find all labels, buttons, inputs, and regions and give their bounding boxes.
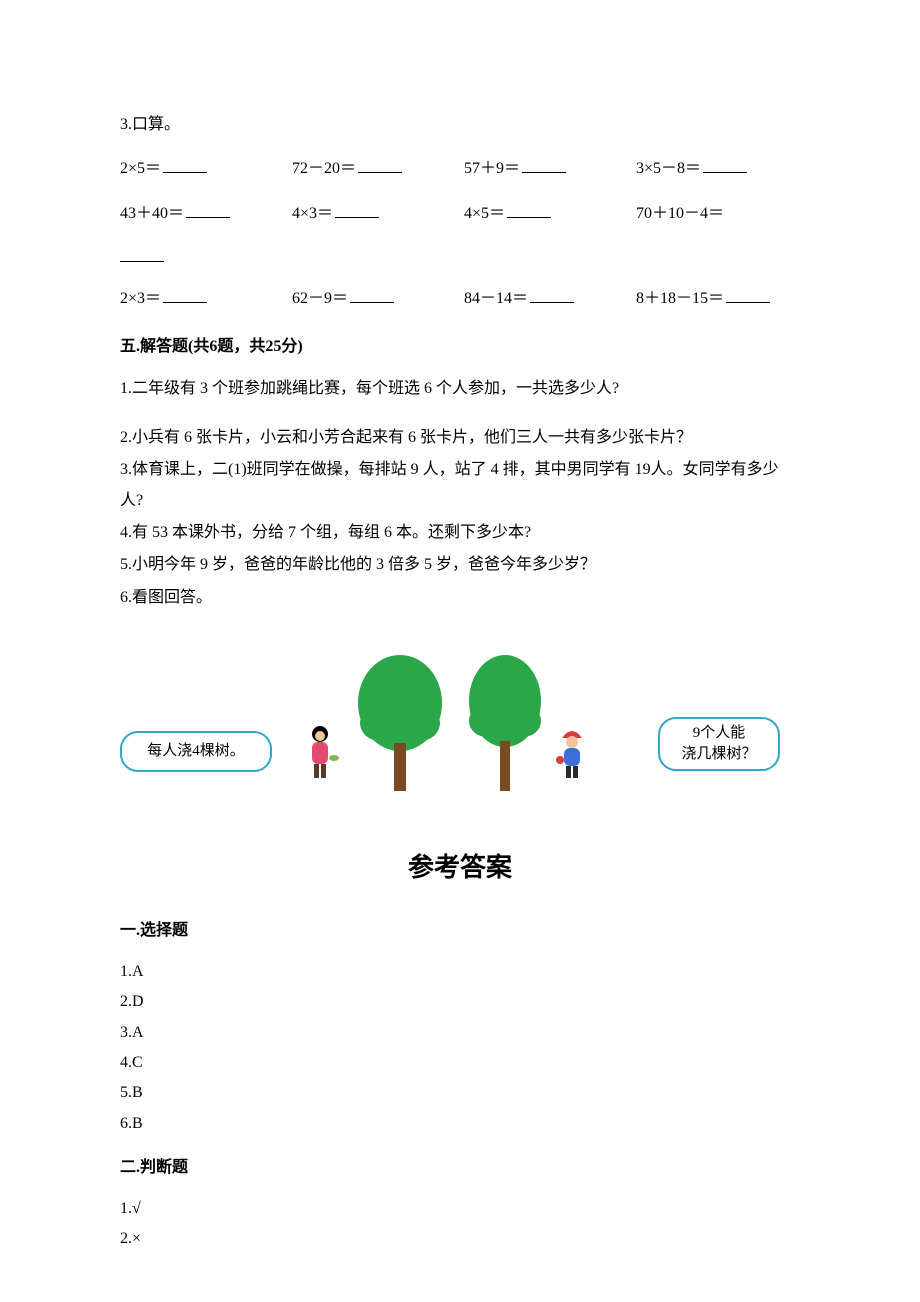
bubble-right-line1: 9个人能: [674, 723, 764, 744]
problem-4: 4.有 53 本课外书，分给 7 个组，每组 6 本。还剩下多少本?: [120, 518, 800, 548]
tree-icon: [460, 653, 550, 793]
calc-cell: 4×5＝: [464, 199, 628, 229]
problem-3: 3.体育课上，二(1)班同学在做操，每排站 9 人，站了 4 排，其中男同学有 …: [120, 455, 800, 516]
calc-expr: 43＋40＝: [120, 205, 184, 222]
answer-blank[interactable]: [507, 202, 551, 217]
calc-cell: 2×5＝: [120, 154, 284, 184]
page: 3.口算。 2×5＝ 72－20＝ 57＋9＝ 3×5－8＝ 43＋40＝ 4×…: [0, 0, 920, 1294]
calc-expr: 2×3＝: [120, 290, 161, 307]
bubble-right-line2: 浇几棵树？: [674, 744, 764, 765]
answer-blank[interactable]: [120, 247, 164, 262]
answer-line: 4.C: [120, 1048, 800, 1078]
calc-cell: 8＋18－15＝: [636, 284, 800, 314]
calc-expr: 4×5＝: [464, 205, 505, 222]
answer-blank[interactable]: [358, 158, 402, 173]
answer-line: 6.B: [120, 1109, 800, 1139]
answer-line: 3.A: [120, 1018, 800, 1048]
calc-expr: 57＋9＝: [464, 160, 520, 177]
calc-expr: 84－14＝: [464, 290, 528, 307]
section-5-heading: 五.解答题(共6题，共25分): [120, 332, 800, 362]
answer-blank[interactable]: [530, 287, 574, 302]
bubble-left-text: 每人浇4棵树。: [147, 743, 245, 759]
answer-blank[interactable]: [726, 287, 770, 302]
calc-cell: 3×5－8＝: [636, 154, 800, 184]
overflow-blank-row: [120, 243, 800, 273]
calc-cell: 2×3＝: [120, 284, 284, 314]
problem-2: 2.小兵有 6 张卡片，小云和小芳合起来有 6 张卡片，他们三人一共有多少张卡片…: [120, 423, 800, 453]
kid-right-icon: [552, 726, 592, 793]
calc-row-2: 43＋40＝ 4×3＝ 4×5＝ 70＋10－4＝: [120, 199, 800, 229]
answer-blank[interactable]: [163, 287, 207, 302]
speech-bubble-left: 每人浇4棵树。: [120, 731, 272, 772]
calc-cell: 72－20＝: [292, 154, 456, 184]
calc-expr: 4×3＝: [292, 205, 333, 222]
answer-blank[interactable]: [163, 158, 207, 173]
answer-line: 2.D: [120, 987, 800, 1017]
answer-line: 1.A: [120, 957, 800, 987]
calc-expr: 8＋18－15＝: [636, 290, 724, 307]
answer-blank[interactable]: [350, 287, 394, 302]
calc-cell: 43＋40＝: [120, 199, 284, 229]
kid-left-icon: [300, 722, 340, 793]
speech-bubble-right: 9个人能 浇几棵树？: [658, 717, 780, 771]
calc-cell: 70＋10－4＝: [636, 199, 800, 229]
tree-icon: [350, 653, 450, 793]
calc-cell: 62－9＝: [292, 284, 456, 314]
answer-blank[interactable]: [186, 202, 230, 217]
answers-title: 参考答案: [120, 843, 800, 892]
illustration: 每人浇4棵树。: [120, 643, 800, 803]
spacer: [120, 274, 800, 284]
calc-expr: 72－20＝: [292, 160, 356, 177]
calc-expr: 70＋10－4＝: [636, 205, 724, 222]
calc-row-3: 2×3＝ 62－9＝ 84－14＝ 8＋18－15＝: [120, 284, 800, 314]
calc-cell: 4×3＝: [292, 199, 456, 229]
answer-blank[interactable]: [522, 158, 566, 173]
q3-title: 3.口算。: [120, 110, 800, 140]
answer-line: 5.B: [120, 1078, 800, 1108]
calc-expr: 3×5－8＝: [636, 160, 701, 177]
answers-judge-heading: 二.判断题: [120, 1153, 800, 1183]
problem-5: 5.小明今年 9 岁，爸爸的年龄比他的 3 倍多 5 岁，爸爸今年多少岁？: [120, 550, 800, 580]
answer-blank[interactable]: [703, 158, 747, 173]
calc-cell: 57＋9＝: [464, 154, 628, 184]
calc-cell: 84－14＝: [464, 284, 628, 314]
answer-line: 2.×: [120, 1224, 800, 1254]
answer-blank[interactable]: [335, 202, 379, 217]
answers-choice-heading: 一.选择题: [120, 916, 800, 946]
problem-1: 1.二年级有 3 个班参加跳绳比赛，每个班选 6 个人参加，一共选多少人?: [120, 374, 800, 404]
calc-expr: 62－9＝: [292, 290, 348, 307]
calc-row-1: 2×5＝ 72－20＝ 57＋9＝ 3×5－8＝: [120, 154, 800, 184]
calc-expr: 2×5＝: [120, 160, 161, 177]
answer-line: 1.√: [120, 1194, 800, 1224]
problem-6: 6.看图回答。: [120, 583, 800, 613]
